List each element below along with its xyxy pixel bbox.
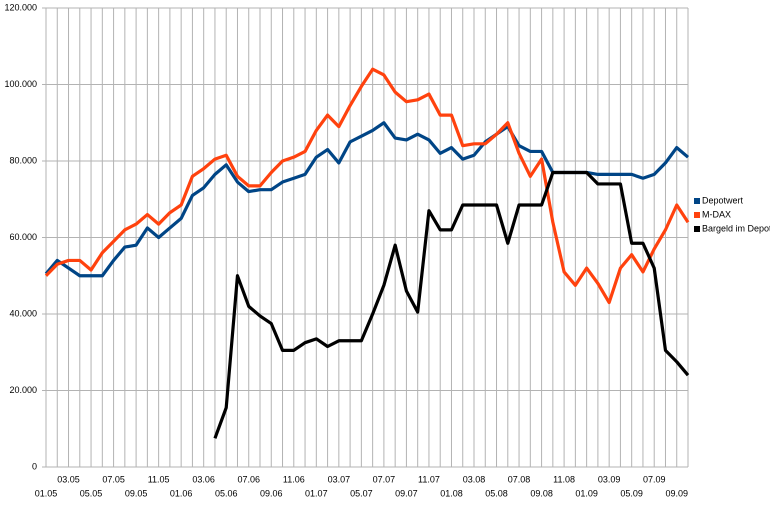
y-tick-label: 100.000 [4,79,37,89]
y-tick-label: 120.000 [4,2,37,12]
legend-label: Depotwert [702,195,744,205]
y-tick-label: 20.000 [9,385,37,395]
x-tick-label: 03.09 [598,474,621,484]
x-tick-label: 03.05 [57,474,80,484]
x-tick-label: 11.08 [553,474,575,484]
y-tick-label: 80.000 [9,155,37,165]
x-tick-label: 09.05 [125,488,148,498]
y-tick-label: 60.000 [9,232,37,242]
x-tick-label: 01.05 [35,488,58,498]
x-tick-label: 01.07 [305,488,328,498]
x-tick-label: 05.06 [215,488,238,498]
x-tick-label: 05.05 [80,488,103,498]
y-tick-label: 0 [32,461,37,471]
x-tick-label: 07.09 [643,474,666,484]
x-tick-label: 03.07 [328,474,351,484]
x-tick-label: 09.06 [260,488,283,498]
x-tick-label: 01.09 [575,488,598,498]
legend-swatch [694,212,700,218]
series-line [44,121,690,278]
legend-label: M-DAX [702,209,731,219]
x-tick-label: 01.08 [440,488,463,498]
x-tick-label: 01.06 [170,488,193,498]
legend-swatch [694,198,700,204]
x-tick-label: 07.05 [102,474,125,484]
legend-label: Bargeld im Depot [702,223,770,233]
legend-swatch [694,226,700,232]
x-tick-label: 09.07 [395,488,418,498]
x-tick-label: 05.07 [350,488,373,498]
x-tick-label: 11.07 [418,474,440,484]
x-tick-label: 07.06 [237,474,260,484]
x-tick-label: 03.06 [192,474,215,484]
y-tick-label: 40.000 [9,308,37,318]
series-line [213,170,690,439]
x-tick-label: 11.05 [148,474,170,484]
x-tick-label: 05.09 [620,488,643,498]
x-tick-label: 09.08 [530,488,553,498]
series-line [44,67,690,305]
x-tick-label: 09.09 [665,488,688,498]
x-tick-label: 03.08 [463,474,486,484]
x-tick-label: 11.06 [283,474,305,484]
x-tick-label: 07.08 [508,474,531,484]
x-tick-label: 05.08 [485,488,508,498]
x-tick-label: 07.07 [373,474,396,484]
